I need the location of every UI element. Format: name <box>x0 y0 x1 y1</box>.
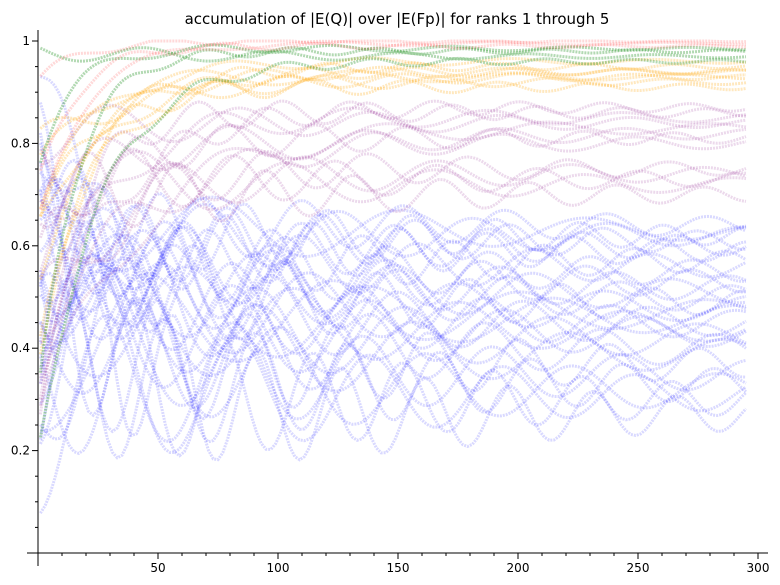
series-line <box>39 147 747 218</box>
series-rank-4 <box>38 43 747 438</box>
series-line <box>38 99 747 400</box>
series-line <box>38 56 747 210</box>
series-line <box>38 161 747 341</box>
series-line <box>38 124 747 273</box>
series-rank-5 <box>38 39 747 211</box>
y-tick-label: 0.8 <box>11 136 30 150</box>
series-line <box>39 261 747 395</box>
series-line <box>38 142 747 375</box>
series-line <box>39 175 747 296</box>
series-line <box>38 65 747 281</box>
y-tick-label: 0.4 <box>11 341 30 355</box>
series-line <box>39 262 747 407</box>
series-line <box>39 206 747 356</box>
series-rank-3 <box>38 56 747 355</box>
series-line <box>39 158 747 272</box>
series-line <box>38 265 747 379</box>
x-tick-label: 300 <box>747 561 770 575</box>
tick-layer: 50 100 150 200 250 300 0.2 0.4 0.6 0.8 1 <box>11 34 770 575</box>
series-line <box>38 122 747 239</box>
series-line <box>38 106 747 379</box>
series-line <box>38 149 747 415</box>
x-tick-label: 200 <box>507 561 530 575</box>
series-line <box>39 39 747 78</box>
y-tick-label: 1 <box>22 34 30 48</box>
series-line <box>39 155 747 279</box>
series-line <box>39 75 747 320</box>
series-line <box>39 149 747 221</box>
series-line <box>39 232 747 351</box>
series-line <box>39 253 747 389</box>
series-line <box>38 297 747 456</box>
series-line <box>39 65 747 217</box>
series-line <box>39 225 747 445</box>
series-line <box>39 99 747 384</box>
series-line <box>39 103 747 167</box>
x-tick-label: 100 <box>267 561 290 575</box>
series-rank-2 <box>38 99 747 415</box>
series-line <box>38 61 747 218</box>
series-rank-1 <box>38 75 748 514</box>
series-line <box>39 177 747 341</box>
series-line <box>38 300 748 460</box>
series-line <box>38 39 747 211</box>
series-line <box>39 176 747 308</box>
series-line <box>38 277 747 434</box>
series-line <box>39 68 747 156</box>
series-line <box>39 314 747 514</box>
series-line <box>38 102 748 458</box>
y-tick-label: 0.6 <box>11 239 30 253</box>
series-line <box>40 272 747 433</box>
series-line <box>39 196 747 405</box>
series-line <box>39 198 747 341</box>
x-tick-label: 50 <box>150 561 165 575</box>
series-line <box>38 225 747 343</box>
y-tick-label: 0.2 <box>11 444 30 458</box>
series-line <box>38 202 747 290</box>
series-line <box>38 220 748 462</box>
series-line <box>38 189 747 426</box>
series-line <box>38 56 747 438</box>
series-line <box>38 269 747 455</box>
series-line <box>39 46 747 63</box>
series-line <box>38 77 747 337</box>
series-line <box>39 72 747 130</box>
series-layer <box>38 39 748 514</box>
x-tick-label: 250 <box>627 561 650 575</box>
series-line <box>38 120 747 407</box>
series-line <box>39 126 747 344</box>
series-line <box>39 150 747 230</box>
series-line <box>38 43 747 164</box>
x-tick-label: 150 <box>387 561 410 575</box>
chart-title: accumulation of |E(Q)| over |E(Fp)| for … <box>185 10 610 28</box>
series-line <box>38 74 747 355</box>
series-line <box>39 171 747 273</box>
series-line <box>39 257 747 378</box>
series-line <box>39 205 746 321</box>
series-line <box>38 41 746 172</box>
